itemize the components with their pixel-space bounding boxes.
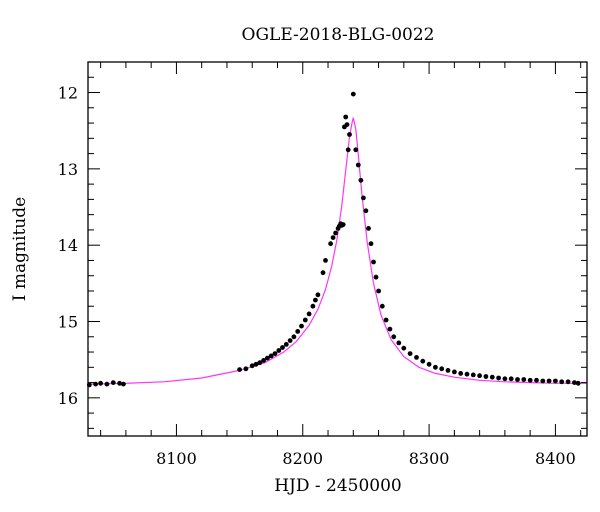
data-point [489,374,495,380]
data-point [313,297,318,303]
y-tick-label: 14 [58,236,78,255]
data-point [345,147,351,153]
data-point [257,360,263,366]
data-point [272,351,278,356]
data-point [98,380,103,386]
data-point [366,226,371,231]
data-point [276,348,282,353]
data-point [121,381,126,387]
data-point [310,303,316,309]
data-point [572,380,577,385]
data-point [361,195,366,201]
data-point [387,326,393,332]
data-point [373,274,379,280]
data-point [287,338,293,343]
data-point [559,379,565,385]
data-point [93,381,98,387]
data-point [433,364,438,370]
data-point [379,303,385,309]
data-point [414,355,419,360]
data-point [299,323,304,329]
data-point [110,380,116,385]
data-point [249,363,255,369]
model-curve [87,117,587,385]
data-point [253,361,259,367]
data-point [358,177,364,183]
y-tick-label: 12 [58,84,78,103]
data-point [401,345,407,351]
data-point [546,378,552,384]
data-point [268,353,274,359]
data-point [407,351,413,356]
data-point [483,374,489,379]
data-point [333,230,338,236]
data-point [452,369,457,375]
data-point [328,241,333,247]
data-point [261,358,266,363]
plot-area [86,91,587,388]
data-point [396,340,402,346]
data-point [496,375,501,381]
x-tick-label: 8300 [409,449,450,468]
data-point [340,222,346,228]
y-tick-label: 13 [58,160,78,179]
data-point [344,122,350,127]
data-point [355,162,361,168]
data-point [315,292,321,298]
data-point [371,259,376,265]
data-point [283,342,289,347]
data-point [280,345,285,350]
y-tick-label: 16 [58,389,78,408]
data-point [320,270,326,276]
data-point [391,334,397,340]
data-point [458,371,464,376]
data-point [243,366,249,372]
data-point [477,373,482,379]
data-point [104,381,110,387]
data-point [302,317,308,323]
y-axis-label: I magnitude [10,197,30,301]
data-point [508,376,514,382]
x-tick-label: 8400 [535,449,576,468]
data-point [521,377,527,382]
data-point [353,147,359,153]
data-point [439,366,445,372]
data-point [470,372,476,378]
data-point [330,235,336,241]
x-axis-label: HJD - 2450000 [274,476,402,496]
data-point [237,367,243,372]
data-point [350,91,356,97]
data-point [383,317,389,323]
data-point [295,329,301,334]
axis-ticks: 8100 8200 8300 8400 12 13 14 15 16 [58,61,587,468]
data-point [265,355,270,361]
data-point [565,379,571,385]
data-point [426,361,432,367]
data-point [540,378,546,384]
x-tick-label: 8100 [156,449,197,468]
plot-frame [87,61,588,437]
data-point [575,380,581,386]
data-point [445,368,451,373]
data-point [323,258,328,263]
data-point [368,241,374,247]
chart-title: OGLE-2018-BLG-0022 [242,25,435,45]
data-point [117,380,122,386]
data-point [527,377,533,383]
data-point [306,311,312,317]
data-point [363,208,369,214]
data-point [553,378,558,384]
data-point [376,288,381,294]
data-point [291,334,297,340]
data-point [343,114,349,120]
data-point [420,358,426,364]
data-point [347,132,352,137]
y-tick-label: 15 [58,313,78,332]
data-point [502,376,508,382]
data-point [464,371,470,377]
data-point [515,377,520,382]
data-point [534,377,539,383]
x-tick-label: 8200 [282,449,323,468]
